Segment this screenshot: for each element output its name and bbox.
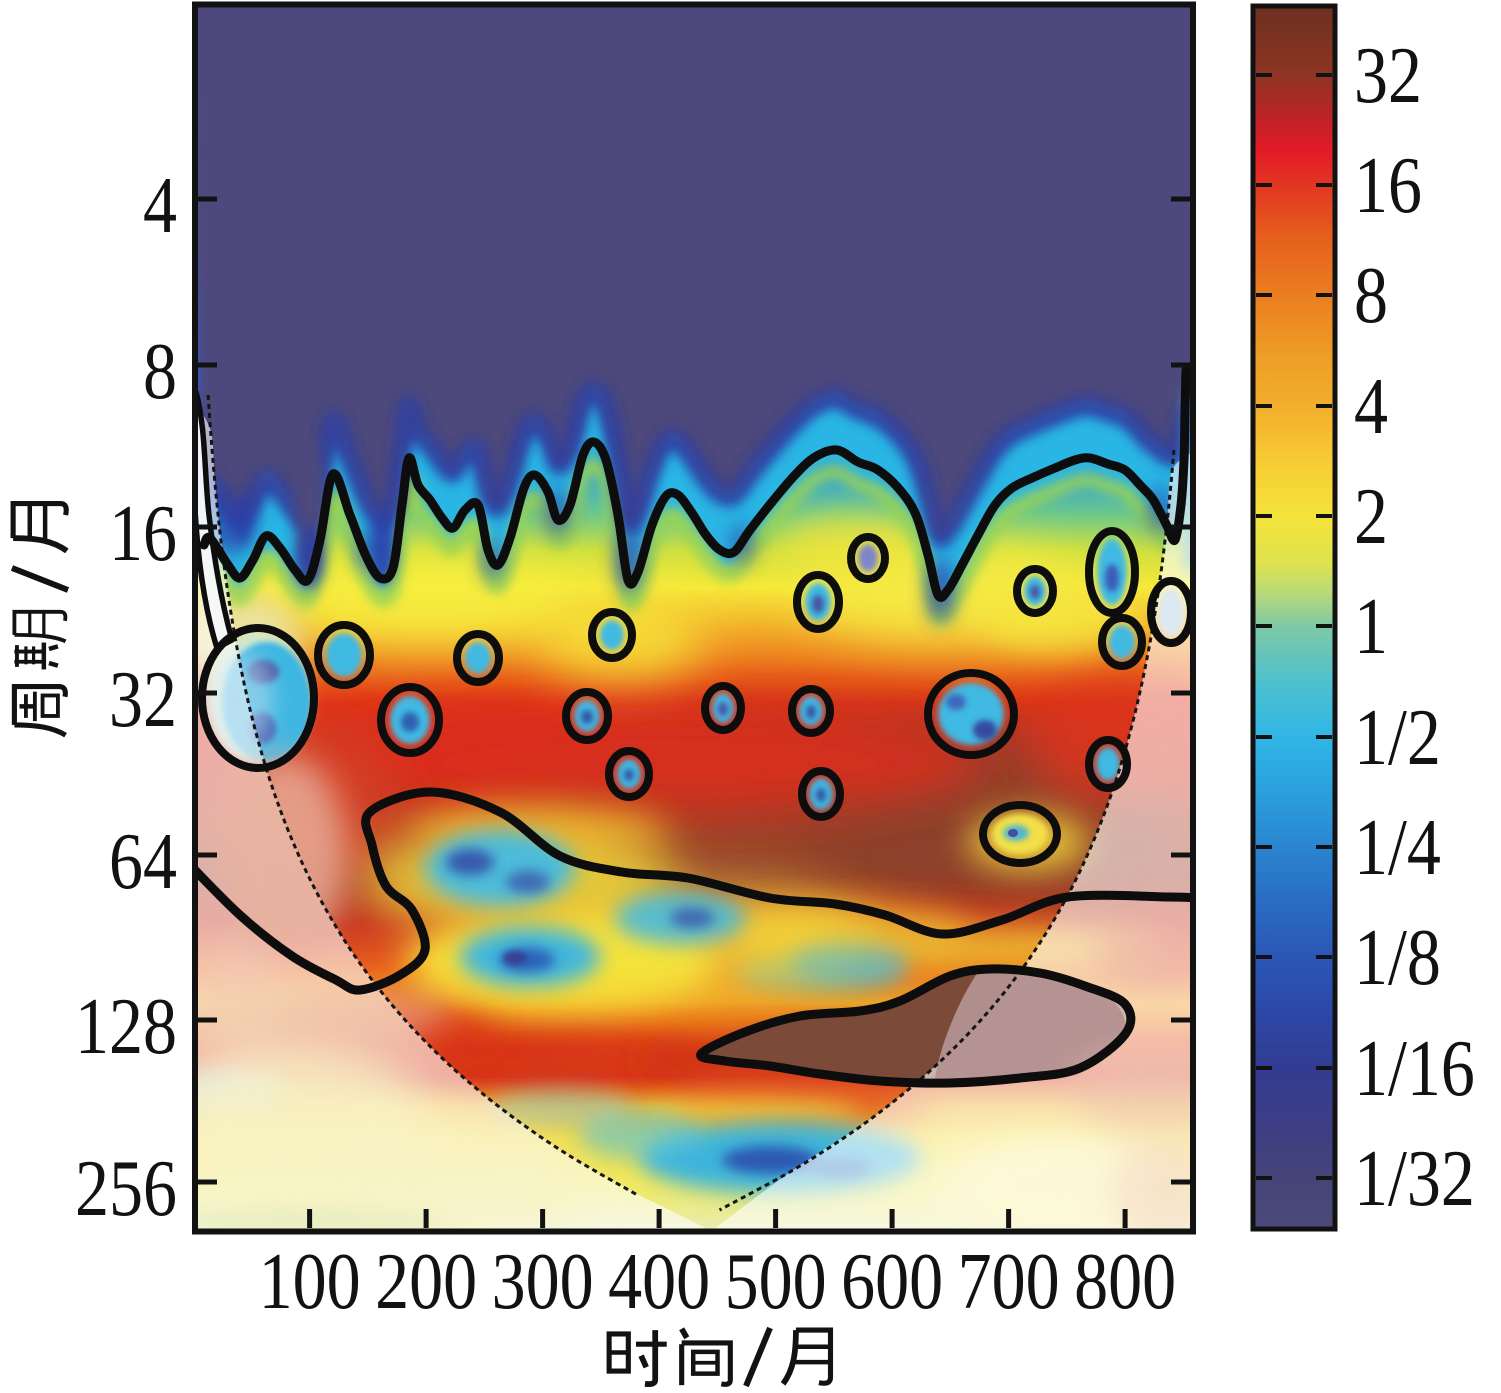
svg-text:700: 700: [958, 1238, 1060, 1326]
svg-text:4: 4: [143, 162, 177, 250]
svg-text:2: 2: [1354, 473, 1388, 561]
svg-text:800: 800: [1074, 1238, 1176, 1326]
svg-text:256: 256: [75, 1145, 177, 1233]
svg-text:8: 8: [1354, 252, 1388, 340]
svg-text:500: 500: [725, 1238, 827, 1326]
svg-text:16: 16: [1354, 142, 1422, 230]
svg-text:100: 100: [259, 1238, 361, 1326]
svg-text:1/4: 1/4: [1354, 804, 1441, 892]
svg-text:1/2: 1/2: [1354, 694, 1441, 782]
svg-text:400: 400: [608, 1238, 710, 1326]
svg-text:1/8: 1/8: [1354, 914, 1441, 1002]
svg-text:32: 32: [109, 656, 177, 744]
svg-text:64: 64: [109, 818, 177, 906]
svg-text:8: 8: [143, 328, 177, 416]
svg-text:600: 600: [841, 1238, 943, 1326]
svg-text:300: 300: [492, 1238, 594, 1326]
svg-text:1/16: 1/16: [1354, 1025, 1475, 1113]
svg-text:200: 200: [375, 1238, 477, 1326]
svg-text:4: 4: [1354, 363, 1388, 451]
svg-text:128: 128: [75, 983, 177, 1071]
svg-text:1/32: 1/32: [1354, 1135, 1475, 1223]
svg-text:16: 16: [109, 490, 177, 578]
svg-text:32: 32: [1354, 32, 1422, 120]
svg-text:1: 1: [1354, 583, 1388, 671]
